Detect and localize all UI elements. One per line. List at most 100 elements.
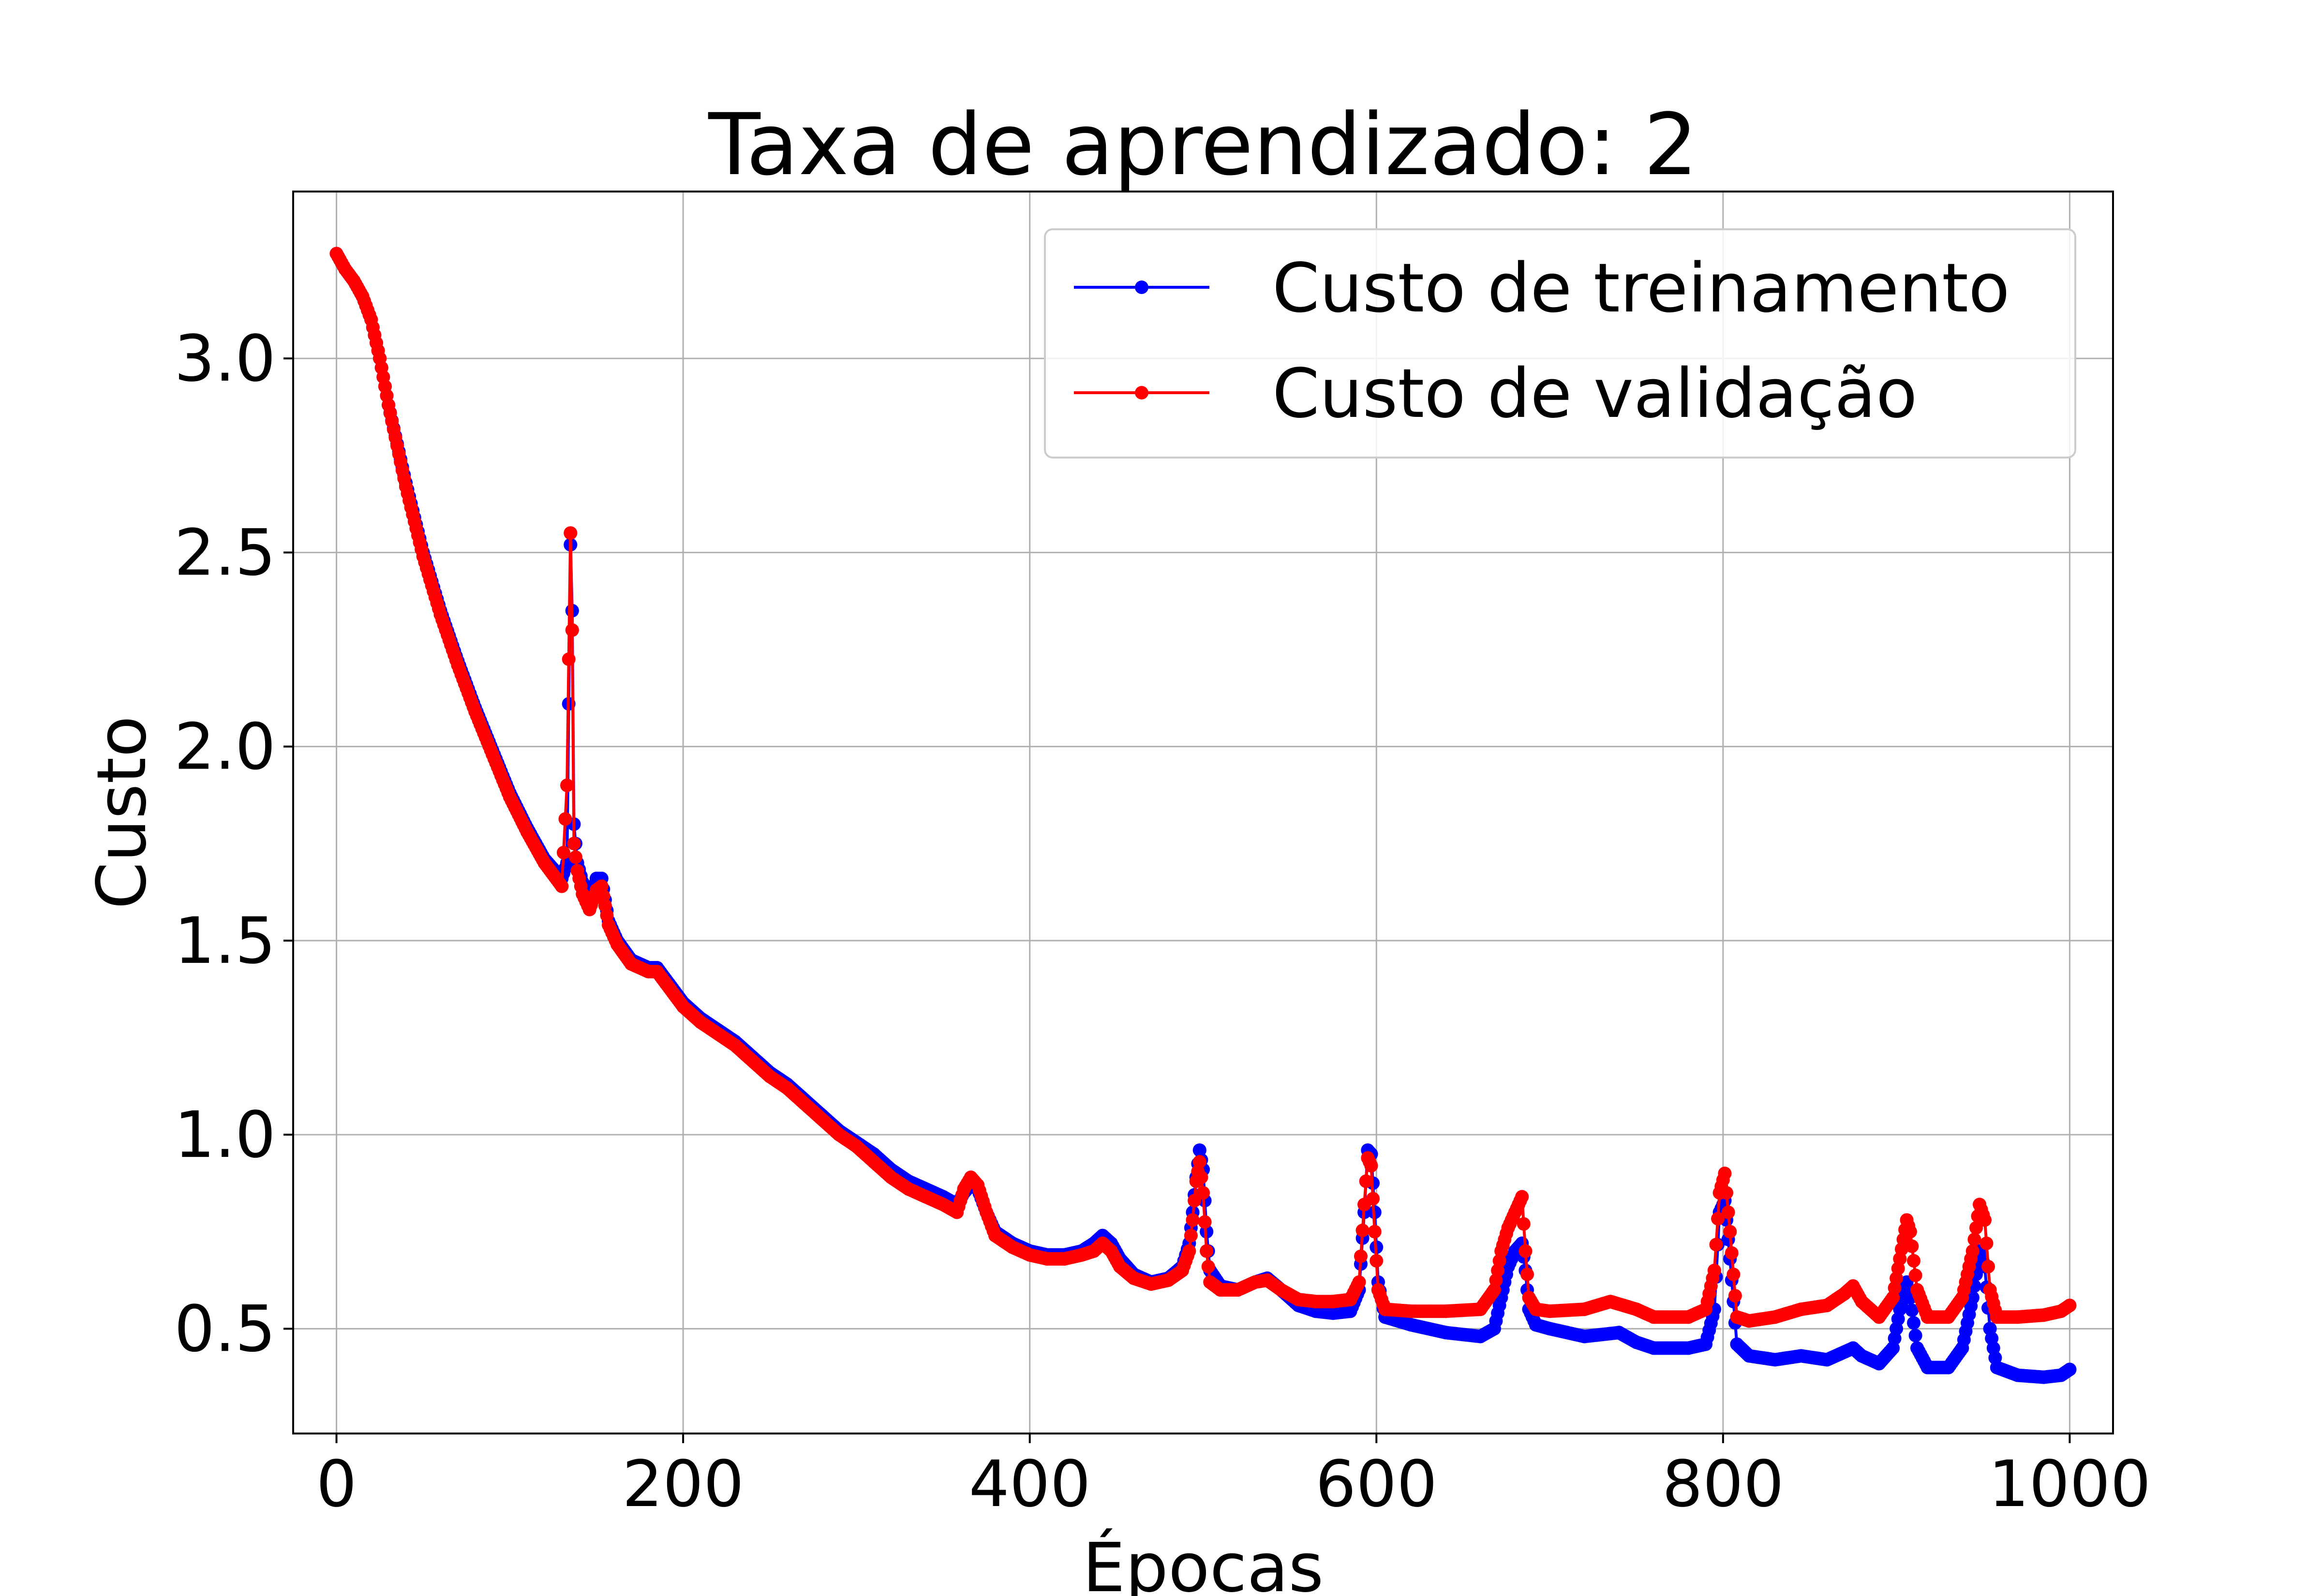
data-point: [1075, 1248, 1089, 1262]
data-point: [1612, 1326, 1626, 1340]
y-axis-ticks: 0.5 1.0 1.5 2.0 2.5 3.0: [174, 322, 293, 1366]
data-point: [1578, 1302, 1592, 1316]
data-point: [1292, 1293, 1306, 1307]
legend-entry: Custo de treinamento: [1074, 249, 2010, 328]
data-point: [1487, 1322, 1501, 1336]
data-point: [1189, 1174, 1203, 1188]
data-point: [364, 312, 378, 326]
data-point: [560, 778, 574, 792]
data-point: [971, 1178, 985, 1192]
data-point: [1343, 1304, 1357, 1318]
data-point: [1905, 1303, 1919, 1317]
data-point: [555, 879, 569, 893]
data-point: [1941, 1360, 1955, 1374]
data-point: [1855, 1295, 1869, 1309]
data-point: [919, 1190, 933, 1204]
data-point: [565, 623, 579, 637]
data-point: [1855, 1349, 1869, 1363]
data-point: [1371, 1283, 1385, 1297]
data-point: [602, 918, 616, 932]
data-point: [1200, 1244, 1214, 1258]
data-point: [1872, 1357, 1886, 1371]
data-point: [1096, 1236, 1110, 1250]
data-point: [1368, 1225, 1382, 1239]
data-point: [1439, 1326, 1453, 1340]
data-point: [1886, 1291, 1900, 1305]
data-point: [1905, 1239, 1919, 1253]
data-point: [901, 1182, 915, 1196]
data-point: [1343, 1293, 1357, 1307]
data-point: [1182, 1244, 1196, 1258]
data-point: [624, 957, 638, 971]
data-point: [1543, 1304, 1557, 1318]
data-point: [347, 274, 361, 288]
data-point: [1920, 1310, 1935, 1324]
data-point: [1728, 1289, 1742, 1303]
data-point: [1378, 1302, 1392, 1316]
x-axis-label: Épocas: [1083, 1528, 1324, 1596]
y-tick-label: 2.0: [174, 710, 276, 784]
data-point: [1730, 1310, 1744, 1324]
data-point: [1907, 1254, 1920, 1268]
data-point: [1820, 1299, 1834, 1313]
data-point: [1980, 1236, 1994, 1250]
data-point: [1908, 1329, 1922, 1343]
data-point: [1515, 1190, 1529, 1204]
data-point: [1920, 1360, 1935, 1374]
data-point: [1721, 1205, 1735, 1219]
data-point: [564, 526, 578, 540]
data-point: [1604, 1295, 1617, 1309]
data-point: [1647, 1310, 1661, 1324]
data-point: [1354, 1249, 1368, 1263]
data-point: [1699, 1302, 1712, 1316]
data-point: [1087, 1244, 1101, 1258]
data-point: [2010, 1368, 2024, 1382]
data-point: [1973, 1197, 1987, 1212]
data-point: [356, 289, 370, 303]
series-validation: [329, 247, 2077, 1328]
data-point: [950, 1205, 964, 1219]
data-point: [1274, 1283, 1288, 1297]
data-point: [537, 856, 551, 870]
data-point: [988, 1228, 1002, 1242]
data-point: [1404, 1304, 1418, 1318]
series-layer: [329, 247, 2077, 1384]
data-point: [1508, 1205, 1522, 1219]
legend-swatch-marker: [1135, 281, 1148, 294]
data-point: [1501, 1221, 1515, 1235]
x-tick-label: 200: [622, 1447, 744, 1522]
data-point: [416, 549, 430, 563]
y-tick-label: 1.0: [174, 1098, 276, 1172]
legend: Custo de treinamento Custo de validação: [1044, 228, 2076, 458]
data-point: [338, 262, 352, 276]
data-point: [1578, 1330, 1592, 1344]
data-point: [576, 887, 590, 901]
data-point: [1186, 1213, 1200, 1227]
data-point: [329, 247, 343, 261]
data-point: [382, 398, 396, 412]
data-point: [2063, 1362, 2077, 1376]
data-point: [1711, 1212, 1725, 1226]
data-point: [780, 1081, 794, 1095]
data-point: [1439, 1304, 1453, 1318]
data-point: [815, 1112, 829, 1126]
data-point: [1709, 1238, 1723, 1252]
data-point: [1682, 1310, 1696, 1324]
data-point: [1794, 1302, 1808, 1316]
data-point: [1161, 1273, 1176, 1287]
data-point: [468, 705, 482, 719]
data-point: [1768, 1353, 1782, 1367]
data-point: [1707, 1263, 1721, 1277]
data-point: [1352, 1275, 1366, 1289]
data-point: [1113, 1259, 1127, 1273]
data-point: [1941, 1310, 1955, 1324]
data-point: [1893, 1252, 1907, 1266]
data-point: [1907, 1316, 1920, 1330]
data-point: [1404, 1318, 1418, 1332]
data-point: [1983, 1322, 1997, 1336]
data-point: [1184, 1228, 1198, 1242]
x-tick-label: 1000: [1988, 1447, 2151, 1522]
data-point: [1983, 1283, 1997, 1297]
data-point: [1518, 1244, 1533, 1258]
data-point: [1990, 1360, 2004, 1374]
